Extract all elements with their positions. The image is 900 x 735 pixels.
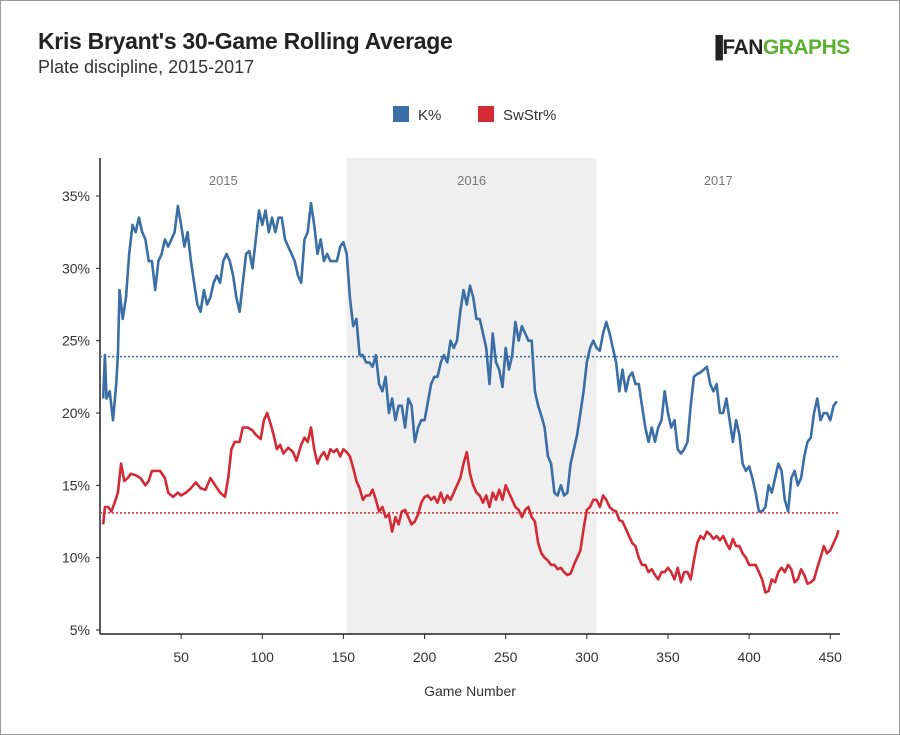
x-axis-label: Game Number <box>424 683 516 699</box>
season-label: 2015 <box>209 173 238 188</box>
y-tick-label: 30% <box>62 260 90 276</box>
series-line-1 <box>101 411 840 594</box>
x-tick-label: 50 <box>173 649 189 665</box>
y-tick-label: 25% <box>62 333 90 349</box>
chart-subtitle: Plate discipline, 2015-2017 <box>38 57 255 77</box>
y-tick-label: 20% <box>62 405 90 421</box>
x-tick-label: 300 <box>575 649 599 665</box>
x-tick-label: 350 <box>656 649 680 665</box>
x-tick-label: 150 <box>332 649 356 665</box>
legend-label-0: K% <box>418 107 441 124</box>
y-tick-label: 10% <box>62 550 90 566</box>
x-tick-label: 450 <box>819 649 843 665</box>
legend-swatch-0 <box>393 106 409 122</box>
legend-swatch-1 <box>478 106 494 122</box>
legend-label-1: SwStr% <box>503 107 556 124</box>
series-line-0 <box>101 201 838 513</box>
y-tick-label: 5% <box>70 622 90 638</box>
y-tick-label: 15% <box>62 477 90 493</box>
x-tick-label: 400 <box>737 649 761 665</box>
x-tick-label: 250 <box>494 649 518 665</box>
season-shade-2016 <box>346 158 597 634</box>
chart-title: Kris Bryant's 30-Game Rolling Average <box>38 28 453 54</box>
fangraphs-logo: ▐FANGRAPHS <box>708 36 850 59</box>
season-label: 2017 <box>704 173 733 188</box>
x-tick-label: 100 <box>251 649 275 665</box>
y-tick-label: 35% <box>62 188 90 204</box>
season-label: 2016 <box>457 173 486 188</box>
x-tick-label: 200 <box>413 649 437 665</box>
